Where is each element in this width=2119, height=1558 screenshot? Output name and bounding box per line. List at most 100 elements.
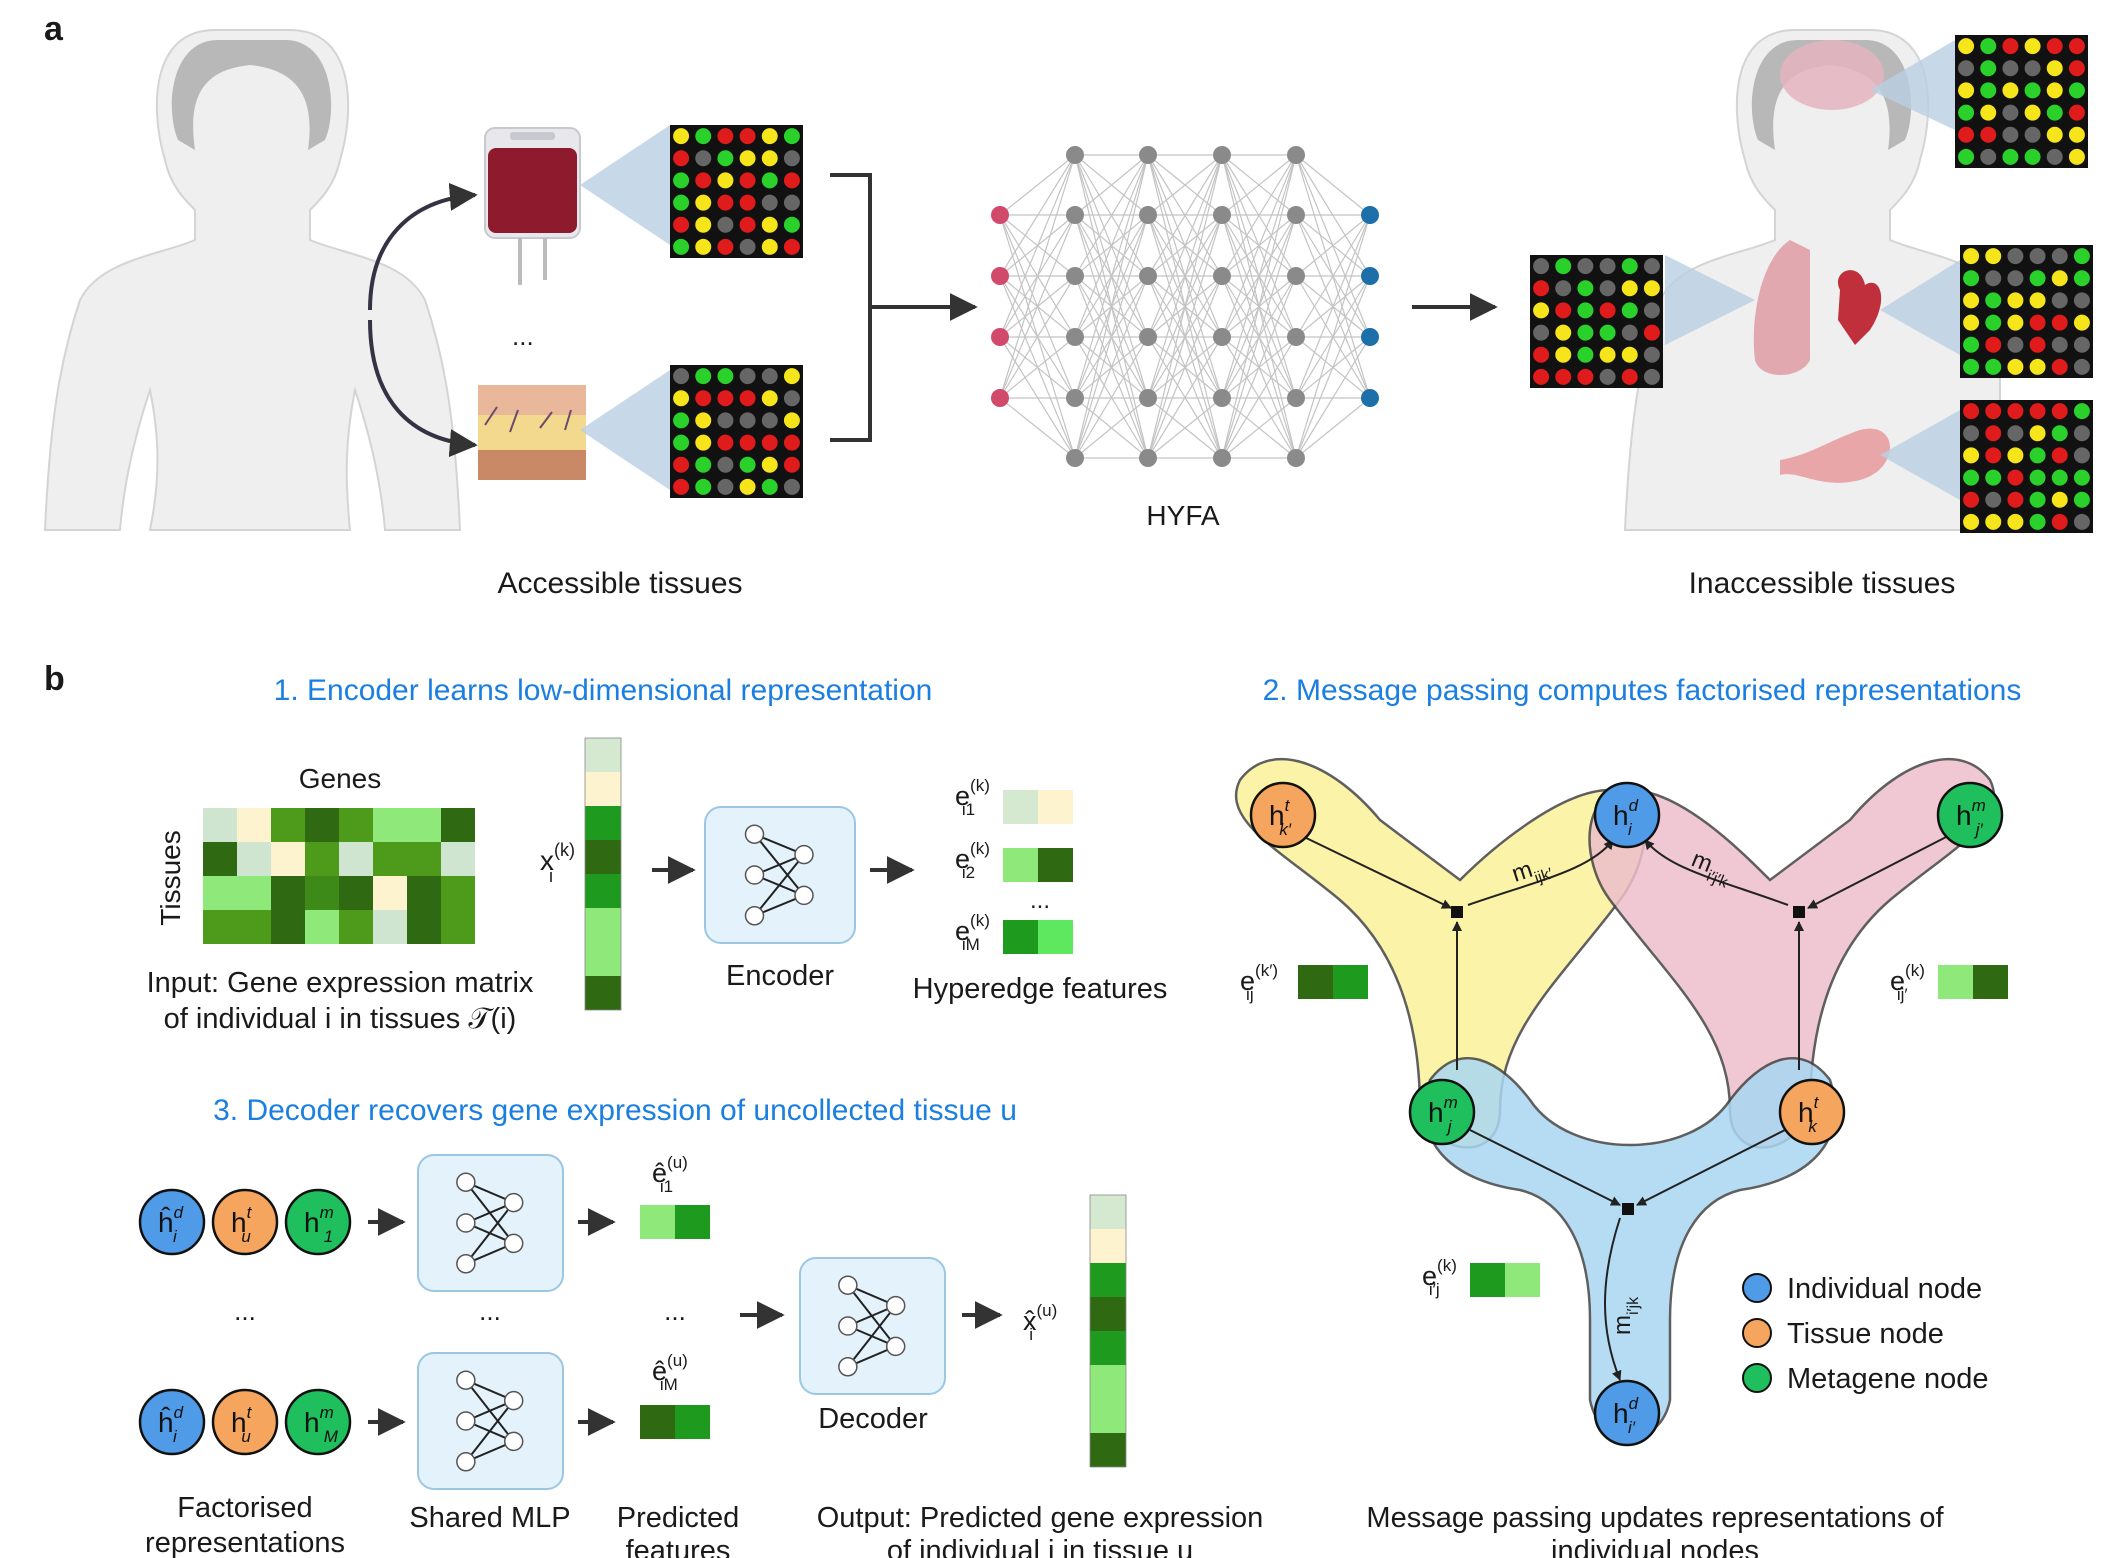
tissue-ellipsis: ... [512, 321, 534, 351]
xhat-vector [1089, 1194, 1127, 1468]
shared-mlp-label: Shared MLP [409, 1502, 570, 1534]
svg-text:ĥdi: ĥd i [158, 1403, 184, 1446]
predicted-line2: features [626, 1535, 731, 1558]
microarray-brain [1955, 35, 2088, 168]
factor-node-m-2: hm M [284, 1388, 352, 1456]
step3-title: 3. Decoder recovers gene expression of u… [213, 1094, 1017, 1127]
tissue-node-k: ht k [1778, 1078, 1846, 1146]
input-caption-line2: of individual i in tissues 𝒯(i) [164, 1003, 517, 1035]
svg-text:ĥdi: ĥd i [158, 1203, 184, 1246]
shared-mlp-block-1 [417, 1154, 564, 1292]
metagene-node-j-prime: hm j′ [1936, 781, 2004, 849]
hyperedge-center-right [1793, 906, 1805, 918]
hypergraph [1234, 757, 1996, 1439]
inaccessible-tissues-label: Inaccessible tissues [1689, 567, 1956, 600]
svg-text:hdi: hd i [1613, 796, 1639, 839]
microarray-heart [1960, 245, 2093, 378]
edge-feat-right-label: e(k) ij′ [1890, 961, 1925, 1004]
message-ipjk: mi′jk [1609, 1296, 1642, 1335]
svg-text:hm1: hm 1 [304, 1203, 334, 1246]
accessible-body-figure [43, 29, 462, 531]
genes-label: Genes [299, 763, 382, 794]
x-vector [584, 737, 622, 1011]
factorised-line2: representations [145, 1527, 345, 1558]
svg-text:htu: ht u [231, 1403, 253, 1446]
encoder-label: Encoder [726, 960, 834, 992]
step1-title: 1. Encoder learns low-dimensional repres… [274, 674, 933, 707]
hyperedge-feature-blocks [1003, 790, 1073, 954]
arrow-to-skin [368, 319, 478, 458]
panel-a-letter: a [44, 10, 64, 48]
output-line2: of individual i in tissue u [887, 1535, 1193, 1558]
mlp-ellipsis: ... [479, 1296, 501, 1326]
svg-text:htk: ht k [1798, 1093, 1820, 1136]
gene-expression-matrix [203, 808, 475, 944]
factor-node-m-1: hm 1 [284, 1188, 352, 1256]
svg-text:hdi′: hd i′ [1613, 1394, 1639, 1437]
projection-heart [1880, 260, 1960, 355]
svg-text:hmj′: hm j′ [1956, 796, 1986, 839]
factor-node-t-1: ht u [211, 1188, 279, 1256]
predicted-line1: Predicted [617, 1502, 740, 1534]
step2-title: 2. Message passing computes factorised r… [1263, 674, 2022, 707]
svg-text:hmj: hm j [1428, 1093, 1458, 1136]
node-legend: Individual node Tissue node Metagene node [1742, 1273, 1989, 1395]
hyperedge-e1: e(k) i1 [955, 776, 990, 819]
edge-feat-bottom-label: e(k) i′j [1422, 1256, 1457, 1299]
predicted-feature-blocks [640, 1205, 710, 1439]
microarray-lung [1530, 255, 1663, 388]
panel-b-letter: b [44, 660, 65, 698]
hyperedge-center-left [1451, 906, 1463, 918]
factorised-line1: Factorised [177, 1492, 312, 1524]
projection-blood [580, 125, 670, 245]
xhat-label: x̂(u) i [1023, 1301, 1057, 1344]
edge-feature-blocks [1298, 965, 2008, 1297]
bracket [830, 173, 872, 442]
factor-node-d-1: ĥd i [138, 1188, 206, 1256]
x-vector-label: x(k) i [540, 840, 575, 886]
projection-brain [1870, 40, 1955, 130]
hyfa-network [991, 146, 1379, 467]
encoder-block [704, 806, 856, 944]
microarray-skin [670, 365, 803, 498]
projection-stomach [1880, 410, 1960, 500]
factorised-node-rows: ĥd i ht u hm 1 ĥd i ht u hm M [138, 1188, 352, 1456]
legend-item: Tissue node [1742, 1318, 1944, 1350]
microarray-stomach [1960, 400, 2093, 533]
input-caption-line1: Input: Gene expression matrix [147, 967, 534, 999]
decoder-label: Decoder [818, 1403, 928, 1435]
hyperedge-features-label: Hyperedge features [913, 973, 1168, 1005]
projection-lung [1665, 255, 1755, 345]
factor-node-d-2: ĥd i [138, 1388, 206, 1456]
output-line1: Output: Predicted gene expression [817, 1502, 1264, 1534]
inaccessible-body-figure [1623, 29, 2001, 531]
edge-feat-left-label: e(k′) ij [1240, 961, 1278, 1004]
hyperedge-e2: e(k) i2 [955, 839, 990, 882]
tissues-label: Tissues [155, 830, 186, 925]
skin-tissue-icon [478, 385, 586, 480]
hyperedge-center-bottom [1622, 1203, 1634, 1215]
tissue-node-k-prime: ht k′ [1249, 781, 1317, 849]
pred-eM-label: ê(u) iM [652, 1351, 688, 1394]
arrow-to-blood [368, 182, 478, 311]
mp-caption-line2: individual nodes [1551, 1535, 1759, 1558]
projection-skin [580, 370, 670, 490]
microarray-blood [670, 125, 803, 258]
svg-text:hmM: hm M [304, 1403, 339, 1446]
shared-mlp-block-M [417, 1352, 564, 1490]
svg-text:htu: ht u [231, 1203, 253, 1246]
blood-bag-icon [484, 127, 581, 285]
decoder-block [799, 1257, 946, 1395]
incidence-lines [1299, 834, 1951, 1381]
legend-item: Individual node [1742, 1273, 1982, 1305]
individual-node-i-prime: hd i′ [1593, 1379, 1661, 1447]
hypergraph-nodes: ht k′ hd i hm j′ hm j ht k hd i′ [1249, 781, 2004, 1447]
svg-text:htk′: ht k′ [1269, 796, 1292, 839]
metagene-node-j: hm j [1408, 1078, 1476, 1146]
hyperedge-eM: e(k) iM [955, 911, 990, 954]
legend-item: Metagene node [1742, 1363, 1989, 1395]
hyfa-label: HYFA [1146, 500, 1219, 531]
pred-e1-label: ê(u) i1 [652, 1153, 688, 1196]
svg-text:Individual node: Individual node [1787, 1273, 1982, 1305]
mp-caption-line1: Message passing updates representations … [1366, 1502, 1944, 1534]
